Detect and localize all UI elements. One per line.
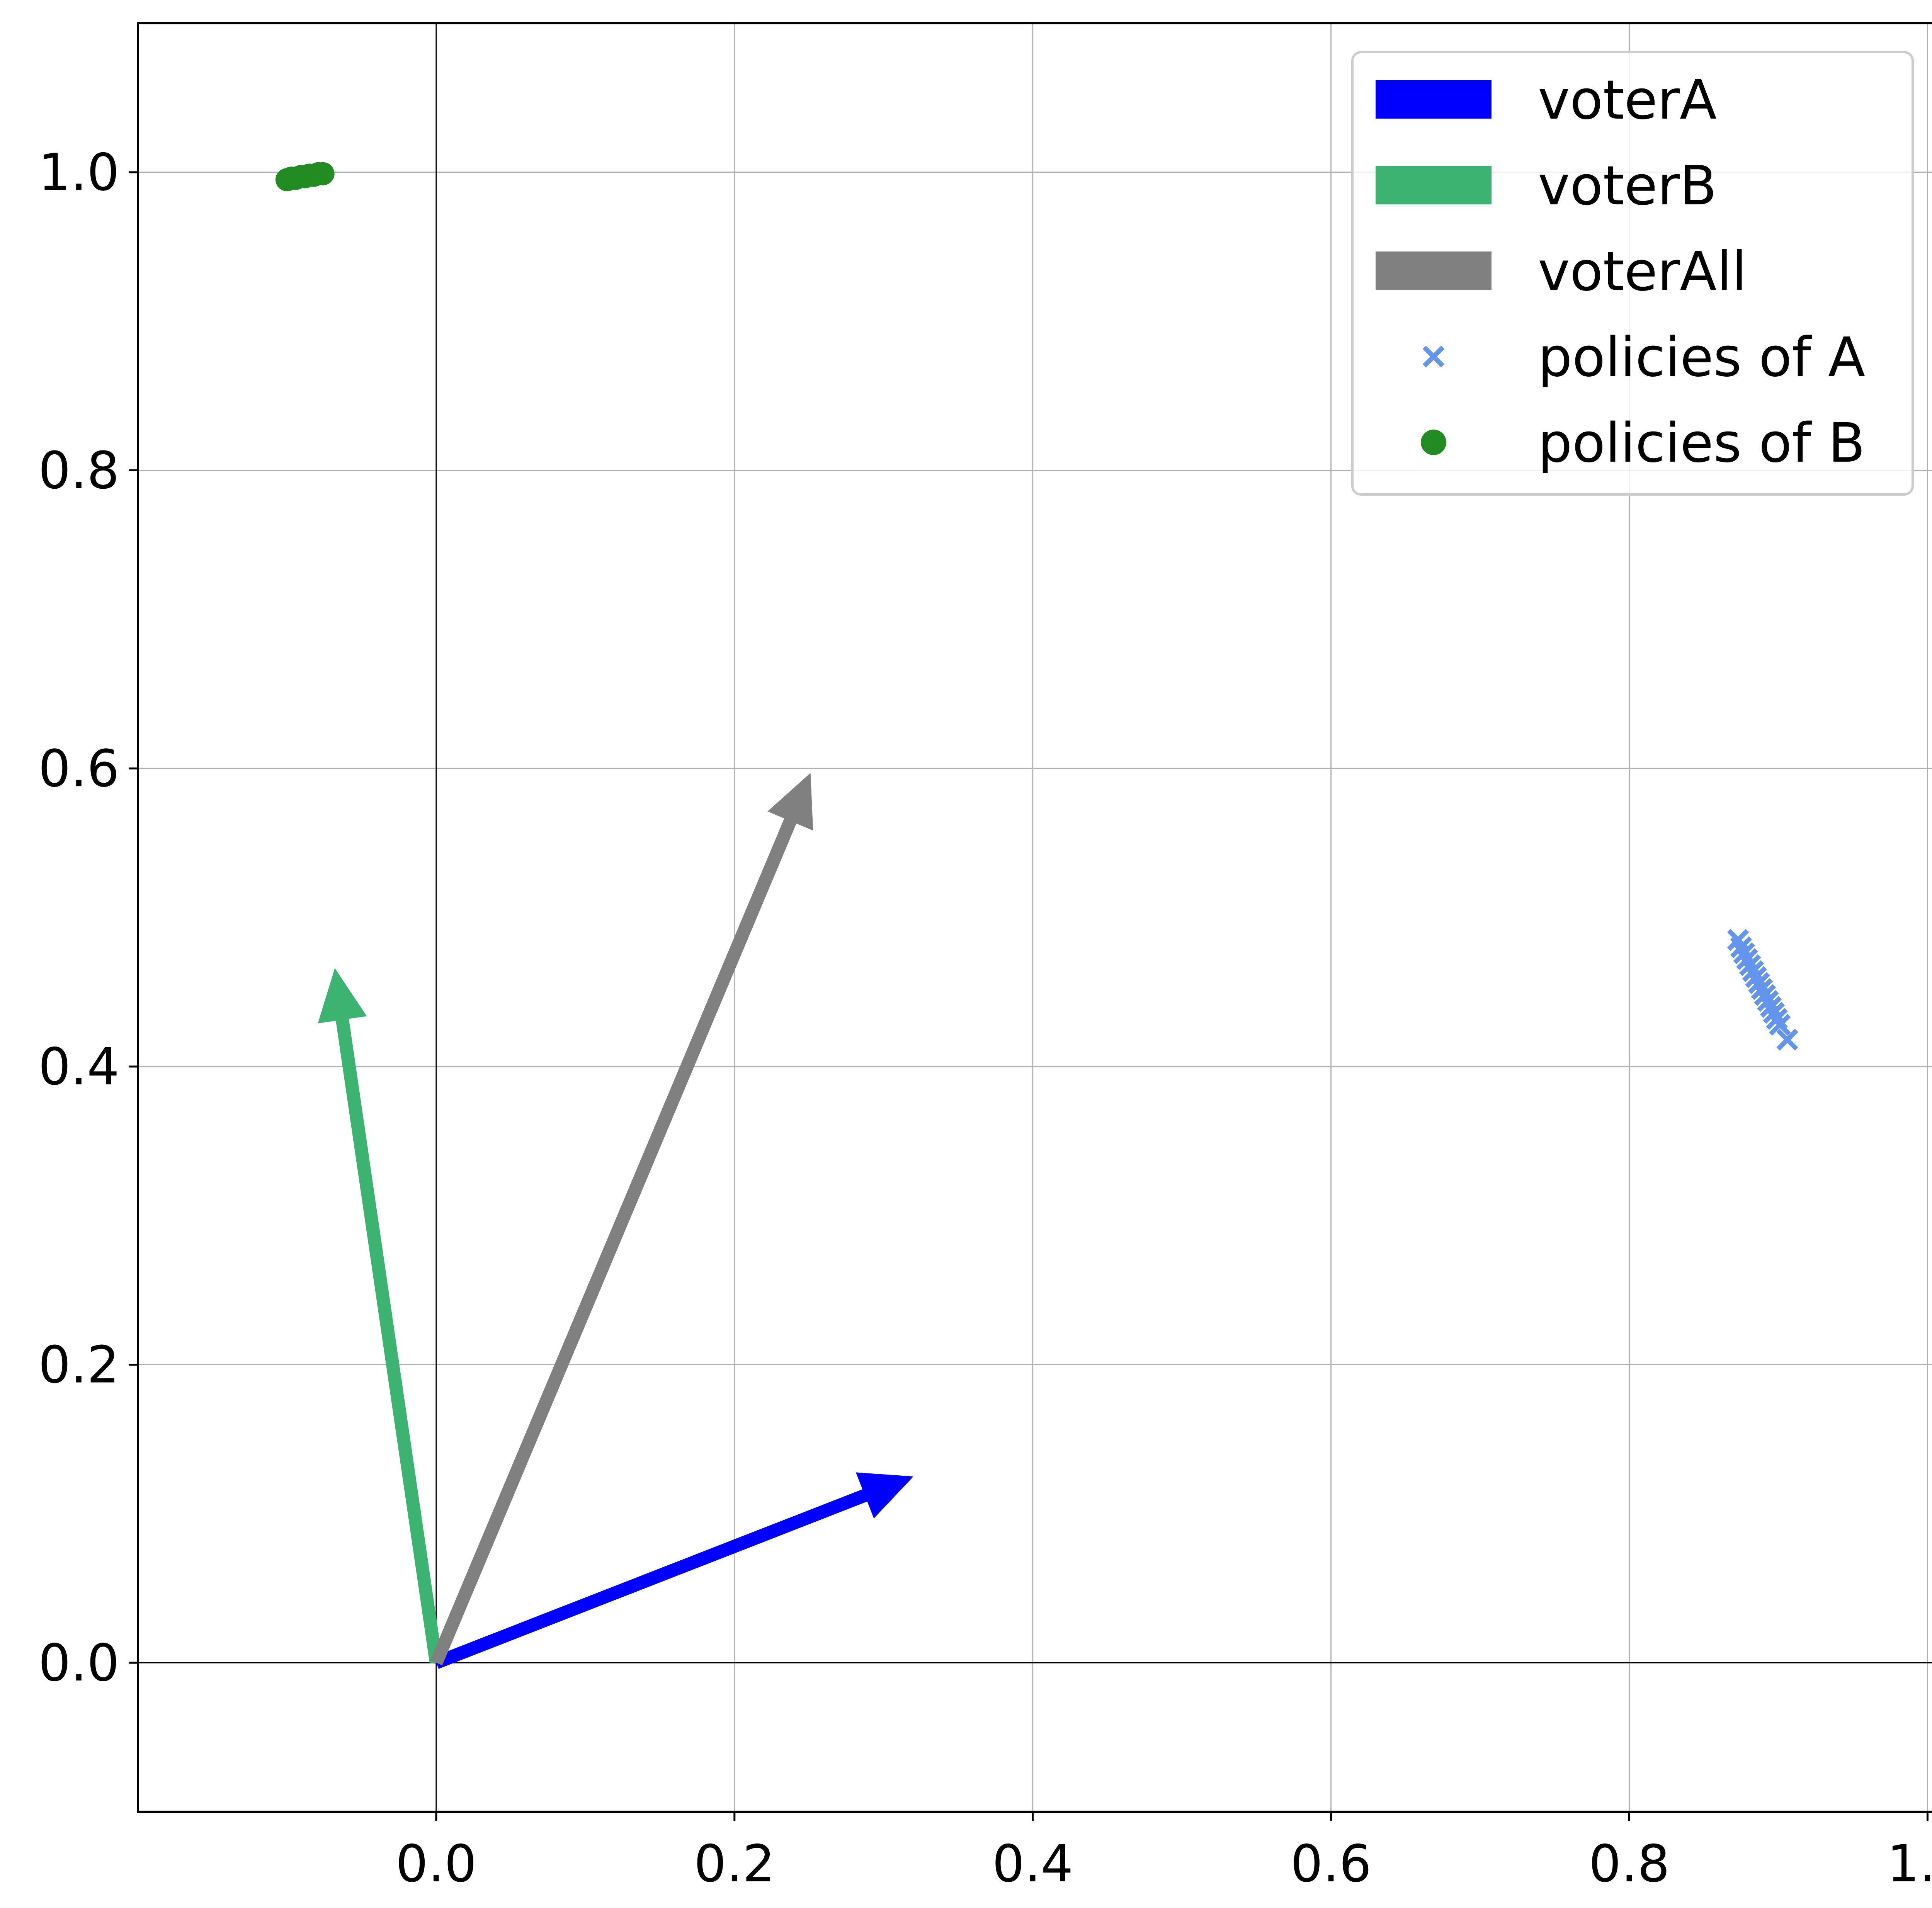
y-tick-label: 0.0 bbox=[38, 1633, 119, 1693]
legend-label: voterB bbox=[1538, 155, 1717, 217]
y-tick-label: 1.0 bbox=[38, 143, 119, 202]
legend-box bbox=[1351, 51, 1914, 496]
x-tick-label: 1.0 bbox=[1887, 1834, 1932, 1894]
legend-swatch bbox=[1376, 251, 1492, 290]
voter-vectors bbox=[318, 773, 913, 1669]
axis-ticks: 0.0 0.2 0.4 0.6 0.8 1.0 0.0 0.2 0.4 0.6 0.8 1.0 bbox=[38, 143, 1932, 1894]
plot-frame bbox=[137, 22, 1932, 1813]
x-tick-label: 0.4 bbox=[992, 1834, 1073, 1894]
y-tick-label: 0.8 bbox=[38, 441, 119, 501]
legend-entry: voterAll bbox=[1376, 240, 1747, 303]
point-policy-b bbox=[311, 162, 335, 185]
x-tick-label: 0.0 bbox=[396, 1834, 477, 1894]
vector-voterAll bbox=[430, 773, 813, 1665]
x-tick-label: 0.8 bbox=[1589, 1834, 1670, 1894]
legend-swatch bbox=[1376, 166, 1492, 204]
y-tick-label: 0.4 bbox=[38, 1037, 119, 1097]
legend-entry: policies of B bbox=[1421, 412, 1865, 475]
legend-label: policies of B bbox=[1538, 412, 1865, 475]
legend-label: voterA bbox=[1538, 69, 1717, 132]
legend-entry: policies of A bbox=[1422, 326, 1865, 389]
point-policy-a bbox=[1769, 1014, 1791, 1036]
legend: voterA voterB voterAll policies of A policie… bbox=[1351, 51, 1914, 496]
y-tick-label: 0.2 bbox=[38, 1335, 119, 1395]
vector-voterA bbox=[434, 1472, 913, 1669]
legend-label: voterAll bbox=[1538, 240, 1747, 303]
legend-label: policies of A bbox=[1538, 326, 1865, 389]
y-tick-label: 0.6 bbox=[38, 739, 119, 799]
legend-swatch bbox=[1376, 80, 1492, 119]
legend-dot-marker-icon bbox=[1421, 430, 1446, 455]
grid-lines bbox=[138, 23, 1932, 1812]
policy-points bbox=[275, 162, 1798, 1051]
vector-voterB bbox=[318, 968, 443, 1664]
legend-entry: voterB bbox=[1376, 155, 1717, 217]
x-tick-label: 0.6 bbox=[1291, 1834, 1372, 1894]
legend-x-marker-icon bbox=[1422, 345, 1445, 368]
x-tick-label: 0.2 bbox=[694, 1834, 775, 1894]
point-policy-a bbox=[1776, 1029, 1798, 1051]
legend-entry: voterA bbox=[1376, 69, 1717, 132]
